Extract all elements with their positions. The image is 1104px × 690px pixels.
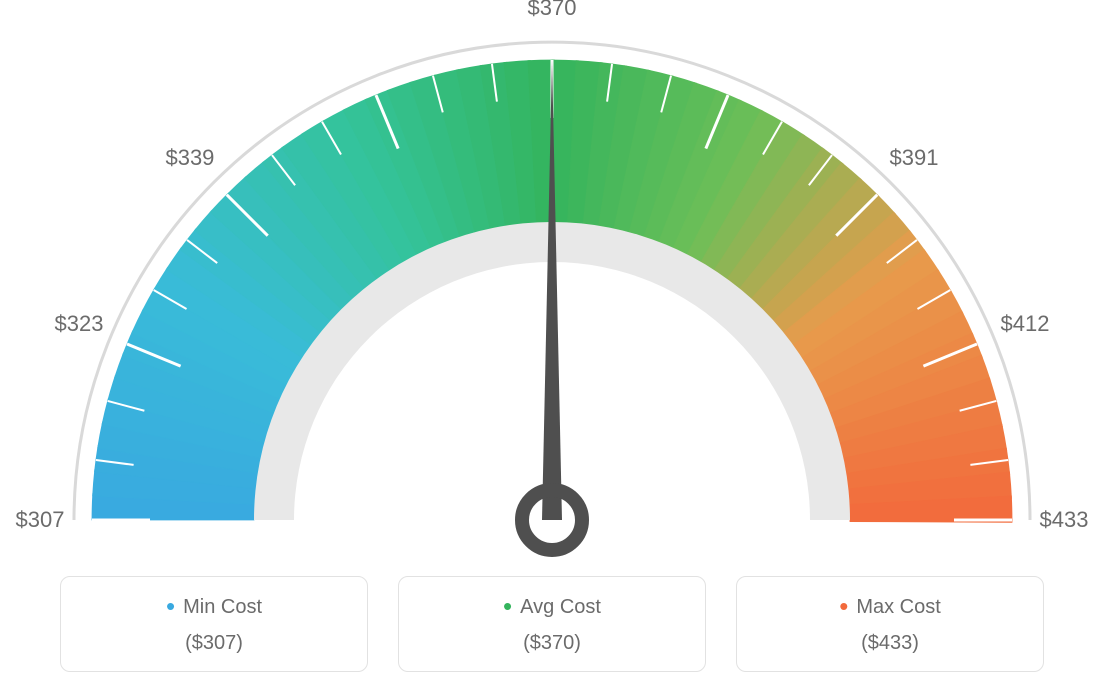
gauge-tick-label: $323 — [54, 311, 103, 337]
legend-max-label: Max Cost — [747, 591, 1033, 622]
gauge-tick-label: $370 — [528, 0, 577, 21]
gauge-area: $307 $323 $339 $370 $391 $412 $433 — [0, 0, 1104, 570]
gauge-tick-label: $339 — [165, 145, 214, 171]
legend-card-avg: Avg Cost ($370) — [398, 576, 706, 672]
legend-card-min: Min Cost ($307) — [60, 576, 368, 672]
legend-min-label: Min Cost — [71, 591, 357, 622]
legend-card-max: Max Cost ($433) — [736, 576, 1044, 672]
gauge-tick-label: $307 — [16, 507, 65, 533]
legend-max-value: ($433) — [747, 632, 1033, 655]
cost-gauge-chart: { "gauge": { "type": "gauge", "center_x"… — [0, 0, 1104, 690]
legend-min-value: ($307) — [71, 632, 357, 655]
gauge-tick-label: $412 — [1001, 311, 1050, 337]
gauge-tick-label: $391 — [890, 145, 939, 171]
gauge-svg — [0, 0, 1104, 570]
legend-avg-label: Avg Cost — [409, 591, 695, 622]
legend-avg-value: ($370) — [409, 632, 695, 655]
gauge-tick-label: $433 — [1040, 507, 1089, 533]
legend-row: Min Cost ($307) Avg Cost ($370) Max Cost… — [60, 576, 1044, 672]
